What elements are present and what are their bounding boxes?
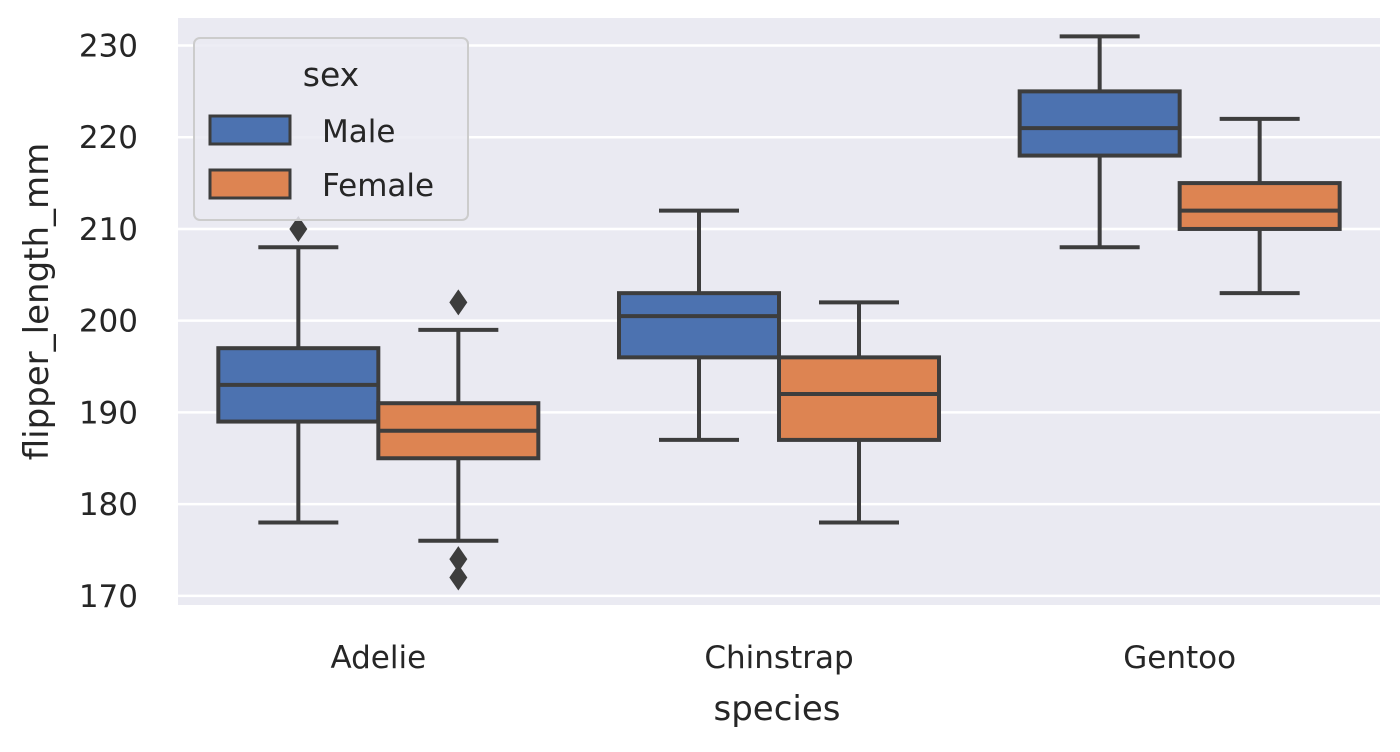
- box-male-adelie: [216, 215, 381, 525]
- y-tick-label: 170: [79, 579, 138, 615]
- legend-items: Male Female: [208, 114, 434, 204]
- outlier-point: [449, 289, 468, 316]
- legend-item-female: Female: [208, 168, 434, 204]
- box-female-chinstrap: [777, 300, 941, 525]
- legend-item-male: Male: [208, 114, 395, 150]
- box-body: [777, 355, 941, 442]
- y-axis-ticks: 170 180 190 200 210 220 230: [79, 29, 138, 615]
- x-tick-label: Gentoo: [1123, 640, 1236, 676]
- x-tick-label: Chinstrap: [704, 640, 853, 676]
- y-tick-label: 190: [79, 395, 138, 431]
- box-male-gentoo: [1017, 34, 1182, 250]
- x-axis-ticks: Adelie Chinstrap Gentoo: [330, 640, 1236, 676]
- outlier-point: [449, 546, 468, 573]
- box-series: [216, 34, 1342, 591]
- outlier-point: [289, 215, 308, 242]
- y-tick-label: 200: [79, 304, 138, 340]
- legend: sex Male Female: [193, 37, 469, 221]
- box-male-chinstrap: [617, 208, 781, 442]
- box-body: [1177, 181, 1342, 231]
- box-female-adelie: [376, 289, 541, 591]
- legend-title: sex: [303, 55, 359, 94]
- legend-label: Male: [322, 114, 395, 150]
- x-tick-label: Adelie: [330, 640, 426, 676]
- box-body: [617, 291, 781, 360]
- y-tick-label: 230: [79, 29, 138, 65]
- legend-swatch: [208, 114, 292, 146]
- legend-swatch: [208, 168, 292, 200]
- y-tick-label: 210: [79, 212, 138, 248]
- box-body: [1017, 89, 1182, 158]
- y-tick-label: 180: [79, 487, 138, 523]
- box-female-gentoo: [1177, 116, 1342, 296]
- outlier-point: [449, 564, 468, 591]
- y-tick-label: 220: [79, 120, 138, 156]
- y-axis-label: flipper_length_mm: [17, 143, 57, 461]
- x-axis-label: species: [714, 689, 841, 729]
- legend-label: Female: [322, 168, 434, 204]
